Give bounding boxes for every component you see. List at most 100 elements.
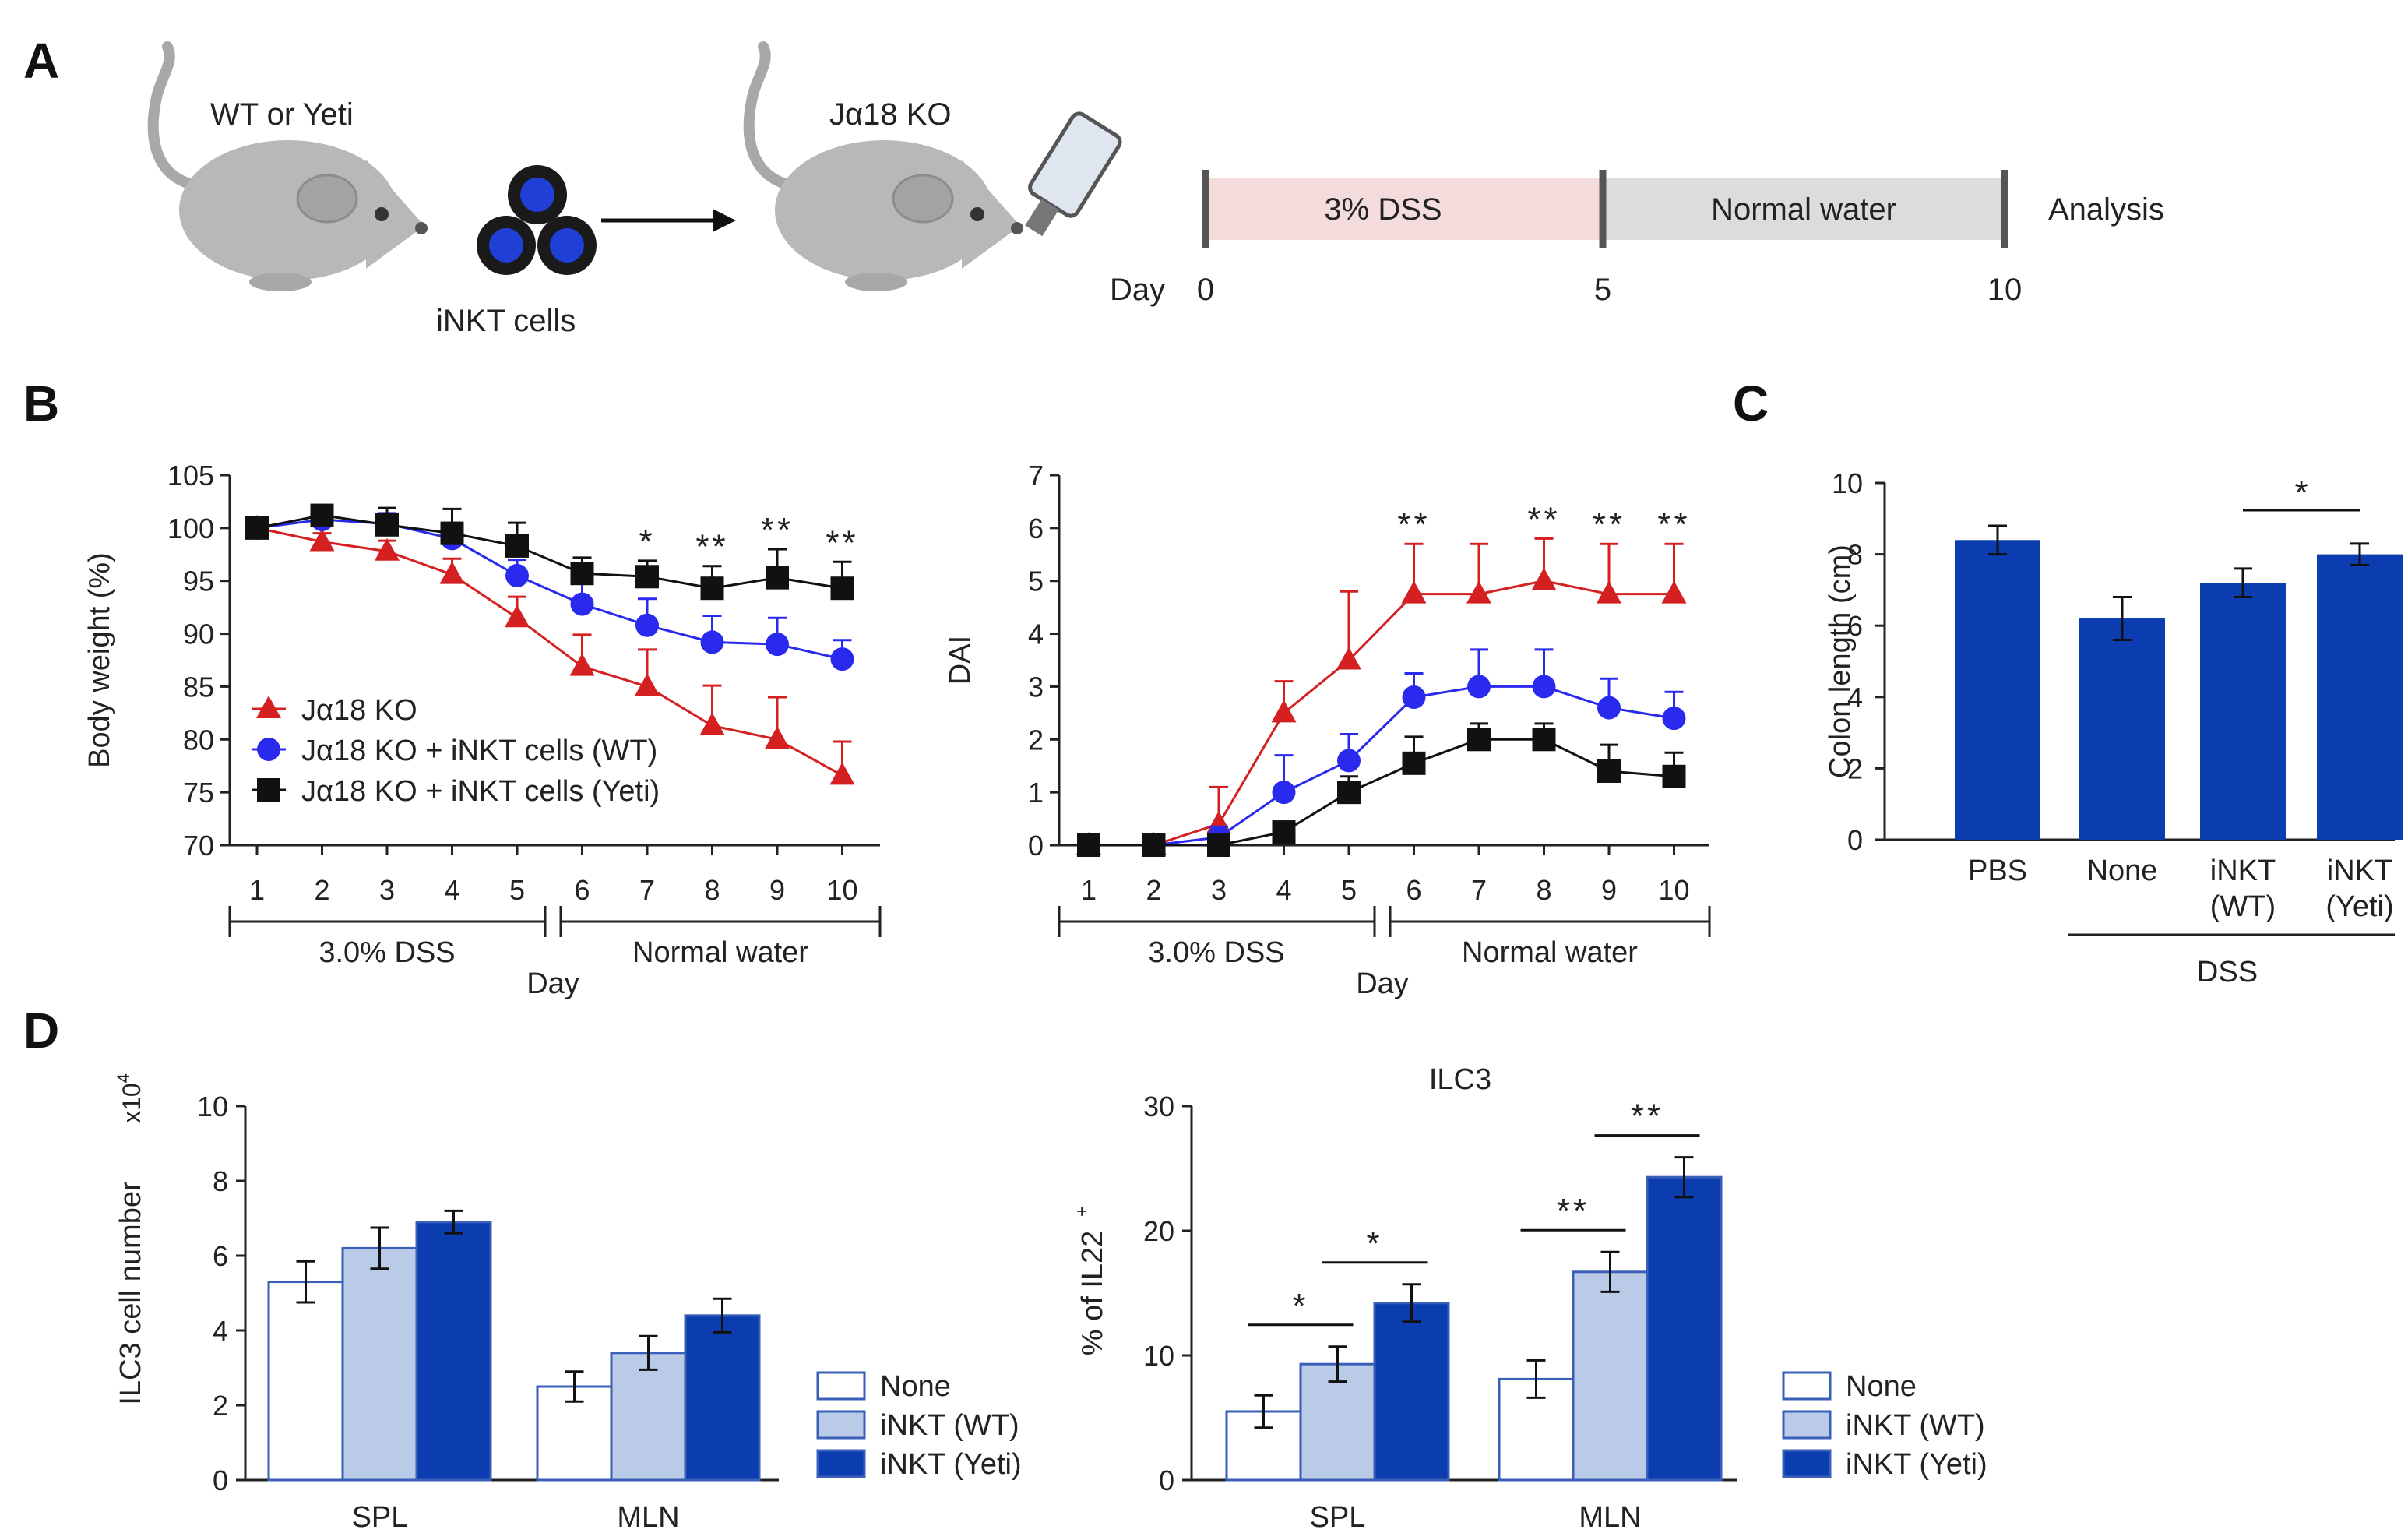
- body_weight-series-line: [256, 514, 843, 590]
- recipient-label: Jα18 KO: [829, 97, 952, 132]
- bw-day-label: Day: [526, 967, 579, 1000]
- il22_percent-bar: [1572, 1270, 1649, 1482]
- legend-swatch: [1782, 1371, 1832, 1401]
- body_weight-xtick-label: 3: [379, 874, 395, 906]
- dai-point: [1402, 685, 1426, 709]
- il22_percent-chart: 0 10 20 30 % of IL22 + ILC3 SPL MLN None iNKT (WT)…: [1072, 1063, 1987, 1533]
- body_weight-xtick-label: 4: [444, 874, 459, 906]
- body_weight-ytick-label: 85: [183, 671, 214, 703]
- panel-label-b: B: [23, 375, 59, 432]
- ilc3_number-bar: [341, 1246, 418, 1482]
- dai-point: [1272, 820, 1296, 844]
- dai-xtick-label: 8: [1536, 874, 1551, 906]
- ilc3_number-y-label: ILC3 cell number: [114, 1181, 147, 1405]
- dai-point: [1532, 728, 1556, 752]
- dai-point: [1661, 580, 1687, 604]
- body_weight-point: [440, 521, 464, 545]
- ilc3_number-bar: [684, 1314, 761, 1482]
- legend-marker: [257, 738, 280, 761]
- ilc3_number-ytick-label: 0: [213, 1464, 228, 1496]
- colon-category-label: iNKT: [2327, 855, 2392, 887]
- il22_percent-significance-label: *: [1366, 1225, 1382, 1263]
- timeline-tick-10: 10: [1987, 273, 2023, 307]
- colon-significance-label: *: [2294, 474, 2308, 512]
- experiment-schematic: WT or Yeti iNKT cells Jα18 KO: [147, 41, 2164, 338]
- body_weight-point: [765, 726, 790, 749]
- ilc3_number-chart: 0 2 4 6 8 10 ILC3 cell number x104 SPL MLN None iNK…: [114, 1073, 1022, 1533]
- dai-xtick-label: 3: [1211, 874, 1227, 906]
- dai-point: [1597, 759, 1621, 783]
- body_weight-point: [375, 537, 400, 561]
- donor-mouse-icon: [147, 41, 428, 291]
- dai-point: [1337, 749, 1361, 773]
- panel-label-a: A: [23, 33, 59, 89]
- dai-water-phase: Normal water: [1462, 936, 1638, 969]
- cells-label: iNKT cells: [436, 304, 576, 338]
- body_weight-point: [766, 633, 789, 657]
- dai-phase-brackets: 3.0% DSS Normal water Day: [1058, 906, 1711, 1000]
- dai-significance-label: **: [1657, 506, 1690, 544]
- dai-series-0: [1076, 537, 1687, 855]
- il22_percent-category-label: SPL: [1310, 1501, 1366, 1533]
- dai-point: [1207, 833, 1230, 857]
- panel-label-d: D: [23, 1003, 59, 1059]
- ilc3_number-bar: [415, 1221, 492, 1482]
- ilc3_number-ytick-label: 10: [197, 1091, 228, 1122]
- body-weight-phase-brackets: 3.0% DSS Normal water Day: [228, 906, 882, 1000]
- dai-day-label: Day: [1356, 967, 1409, 1000]
- body_weight-point: [635, 673, 660, 696]
- ilc3_number-y-unit: x104: [114, 1073, 146, 1123]
- body_weight-xtick-label: 8: [704, 874, 720, 906]
- body_weight-point: [635, 613, 659, 637]
- dai-point: [1662, 764, 1686, 788]
- body_weight-significance-label: **: [826, 523, 858, 562]
- dss-phase-label: 3% DSS: [1324, 192, 1442, 227]
- body_weight-significance-label: **: [761, 511, 794, 549]
- legend-label: None: [1846, 1370, 1917, 1403]
- body_weight-series-line: [256, 518, 843, 661]
- dai-point: [1336, 647, 1361, 670]
- dai-ytick-label: 4: [1028, 618, 1044, 650]
- body_weight-xtick-label: 2: [314, 874, 329, 906]
- dai-point: [1271, 700, 1297, 723]
- dai-xtick-label: 2: [1146, 874, 1161, 906]
- body_weight-point: [569, 653, 595, 676]
- dai-chart: 0 1 2 3 4 5 6 7 1 2 3 4 5 6 7 8 9 10 DAI ** ** ** **: [944, 460, 1709, 906]
- body_weight-point: [830, 576, 854, 601]
- dai-point: [1272, 781, 1296, 805]
- legend-label: Jα18 KO: [301, 694, 417, 727]
- body_weight-series-2: [245, 503, 854, 601]
- dai-xtick-label: 9: [1601, 874, 1617, 906]
- inkt-cells-icon: [477, 165, 597, 275]
- dai-ytick-label: 1: [1028, 777, 1044, 809]
- dai-series-line: [1089, 685, 1674, 847]
- dai-ytick-label: 6: [1028, 513, 1044, 544]
- legend-label: iNKT (Yeti): [1846, 1448, 1987, 1481]
- dai-point: [1077, 833, 1100, 857]
- body_weight-ytick-label: 100: [167, 513, 214, 544]
- body_weight-significance-label: **: [695, 528, 728, 566]
- body_weight-ytick-label: 105: [167, 460, 214, 492]
- recipient-mouse-icon: [743, 41, 1023, 291]
- dai-point: [1531, 567, 1557, 590]
- body_weight-point: [310, 503, 334, 527]
- body_weight-xtick-label: 7: [639, 874, 655, 906]
- dai-ytick-label: 3: [1028, 671, 1044, 703]
- legend-marker: [256, 696, 281, 718]
- body_weight-y-label: Body weight (%): [83, 552, 116, 768]
- colon-bar: [2200, 583, 2286, 840]
- dai-point: [1402, 751, 1426, 775]
- il22_percent-bar: [1299, 1362, 1376, 1482]
- body_weight-ytick-label: 70: [183, 830, 214, 862]
- timeline-day-label: Day: [1110, 273, 1165, 307]
- body_weight-xtick-label: 9: [769, 874, 785, 906]
- ilc3_number-bar: [267, 1281, 344, 1482]
- legend-label: iNKT (Yeti): [880, 1448, 1022, 1481]
- dai-ytick-label: 0: [1028, 830, 1044, 862]
- bw-dss-phase: 3.0% DSS: [319, 936, 455, 969]
- colon-y-label: Colon length (cm): [1824, 544, 1857, 778]
- dss-phase-bar: [1206, 178, 1603, 240]
